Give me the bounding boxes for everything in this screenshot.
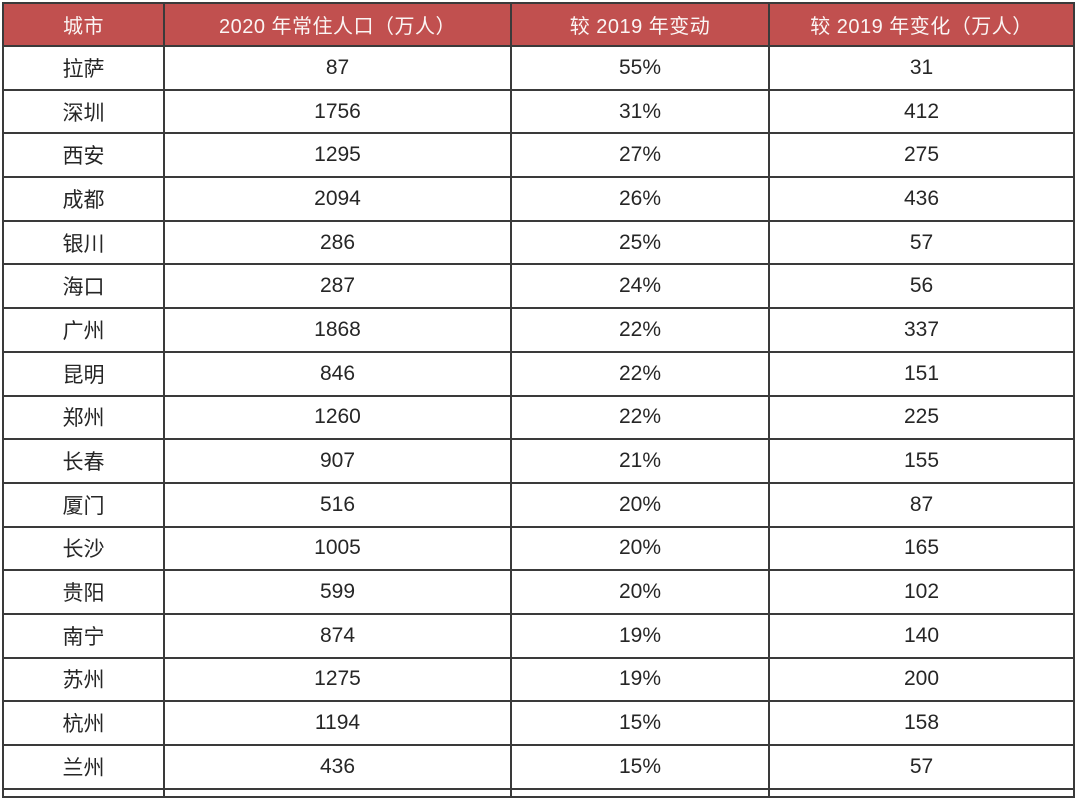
cell-population-2020: 1194 (163, 700, 512, 746)
cell-change-pct: 26% (510, 176, 770, 222)
table-row: 西安 1295 27% 275 (2, 132, 1075, 179)
cell-change-abs: 436 (768, 176, 1075, 222)
cell-change-pct: 15% (510, 700, 770, 746)
cell-change-abs: 151 (768, 350, 1075, 397)
cell-city: 兰州 (2, 744, 165, 790)
cell-population-2020: 516 (163, 481, 512, 528)
cell-change-abs: 275 (768, 132, 1075, 179)
header-row: 城市 2020 年常住人口（万人） 较 2019 年变动 较 2019 年变化（… (2, 2, 1075, 47)
cell-change-pct: 27% (510, 132, 770, 179)
cell-change-pct: 20% (510, 569, 770, 615)
cell-population-2020: 87 (163, 45, 512, 91)
cell-population-2020: 286 (163, 219, 512, 266)
cell-city: 拉萨 (2, 45, 165, 91)
table-header: 城市 2020 年常住人口（万人） 较 2019 年变动 较 2019 年变化（… (2, 2, 1075, 47)
cell-city: 贵阳 (2, 569, 165, 615)
cell-city: 杭州 (2, 700, 165, 746)
cell-change-pct: 31% (510, 88, 770, 135)
cell-change-pct: 22% (510, 394, 770, 441)
cell-change-abs: 225 (768, 394, 1075, 441)
cell-change-abs: 102 (768, 569, 1075, 615)
cell-change-pct: 24% (510, 263, 770, 310)
cell-city: 苏州 (2, 656, 165, 703)
cell-city: 长沙 (2, 525, 165, 572)
cell-city: 广州 (2, 307, 165, 353)
cell-population-2020: 436 (163, 744, 512, 790)
cell-change-pct: 55% (510, 45, 770, 91)
table-row: 广州 1868 22% 337 (2, 307, 1075, 353)
partial-row (2, 787, 1075, 798)
table-row: 苏州 1275 19% 200 (2, 656, 1075, 703)
table-row: 长沙 1005 20% 165 (2, 525, 1075, 572)
cell-change-pct: 15% (510, 744, 770, 790)
table-row: 贵阳 599 20% 102 (2, 569, 1075, 615)
table-row: 厦门 516 20% 87 (2, 481, 1075, 528)
col-header-change-pct: 较 2019 年变动 (510, 2, 770, 47)
cell-change-abs: 165 (768, 525, 1075, 572)
cell-city: 深圳 (2, 88, 165, 135)
cutoff-row-sliver (2, 787, 1075, 798)
cell-change-pct: 22% (510, 307, 770, 353)
cell-population-2020: 287 (163, 263, 512, 310)
cell-population-2020: 846 (163, 350, 512, 397)
table-row: 南宁 874 19% 140 (2, 612, 1075, 659)
table-row: 深圳 1756 31% 412 (2, 88, 1075, 135)
cell-population-2020: 1275 (163, 656, 512, 703)
cell-city: 银川 (2, 219, 165, 266)
cell-change-abs: 155 (768, 438, 1075, 484)
cell-population-2020: 1756 (163, 88, 512, 135)
cell-population-2020: 1005 (163, 525, 512, 572)
table-row: 成都 2094 26% 436 (2, 176, 1075, 222)
table-row: 杭州 1194 15% 158 (2, 700, 1075, 746)
cell-change-pct: 19% (510, 656, 770, 703)
table-row: 兰州 436 15% 57 (2, 744, 1075, 790)
cell-city: 海口 (2, 263, 165, 310)
cell-change-abs: 31 (768, 45, 1075, 91)
cell-change-abs: 200 (768, 656, 1075, 703)
cell-population-2020: 1260 (163, 394, 512, 441)
cell-population-2020: 1868 (163, 307, 512, 353)
cell-population-2020: 599 (163, 569, 512, 615)
cell-city: 成都 (2, 176, 165, 222)
cell-change-abs: 140 (768, 612, 1075, 659)
cell-change-abs: 412 (768, 88, 1075, 135)
cell-change-pct: 20% (510, 525, 770, 572)
cell-city: 长春 (2, 438, 165, 484)
table-row: 长春 907 21% 155 (2, 438, 1075, 484)
cell-change-pct: 25% (510, 219, 770, 266)
col-header-change-abs: 较 2019 年变化（万人） (768, 2, 1075, 47)
table-row: 拉萨 87 55% 31 (2, 45, 1075, 91)
cell-change-abs: 56 (768, 263, 1075, 310)
cell-population-2020: 907 (163, 438, 512, 484)
cell-change-pct: 19% (510, 612, 770, 659)
cell-city: 郑州 (2, 394, 165, 441)
cell-city: 厦门 (2, 481, 165, 528)
cell-change-abs: 158 (768, 700, 1075, 746)
table-row: 昆明 846 22% 151 (2, 350, 1075, 397)
cell-population-2020: 2094 (163, 176, 512, 222)
cell-change-pct: 21% (510, 438, 770, 484)
col-header-city: 城市 (2, 2, 165, 47)
table-row: 海口 287 24% 56 (2, 263, 1075, 310)
col-header-population-2020: 2020 年常住人口（万人） (163, 2, 512, 47)
cell-change-abs: 57 (768, 744, 1075, 790)
table-row: 银川 286 25% 57 (2, 219, 1075, 266)
cell-city: 南宁 (2, 612, 165, 659)
cell-city: 昆明 (2, 350, 165, 397)
table-row: 郑州 1260 22% 225 (2, 394, 1075, 441)
cell-change-abs: 57 (768, 219, 1075, 266)
cell-change-pct: 20% (510, 481, 770, 528)
cell-change-pct: 22% (510, 350, 770, 397)
cell-change-abs: 87 (768, 481, 1075, 528)
table-body: 拉萨 87 55% 31 深圳 1756 31% 412 西安 1295 27%… (2, 45, 1075, 790)
cell-change-abs: 337 (768, 307, 1075, 353)
cell-population-2020: 874 (163, 612, 512, 659)
cell-city: 西安 (2, 132, 165, 179)
cell-population-2020: 1295 (163, 132, 512, 179)
